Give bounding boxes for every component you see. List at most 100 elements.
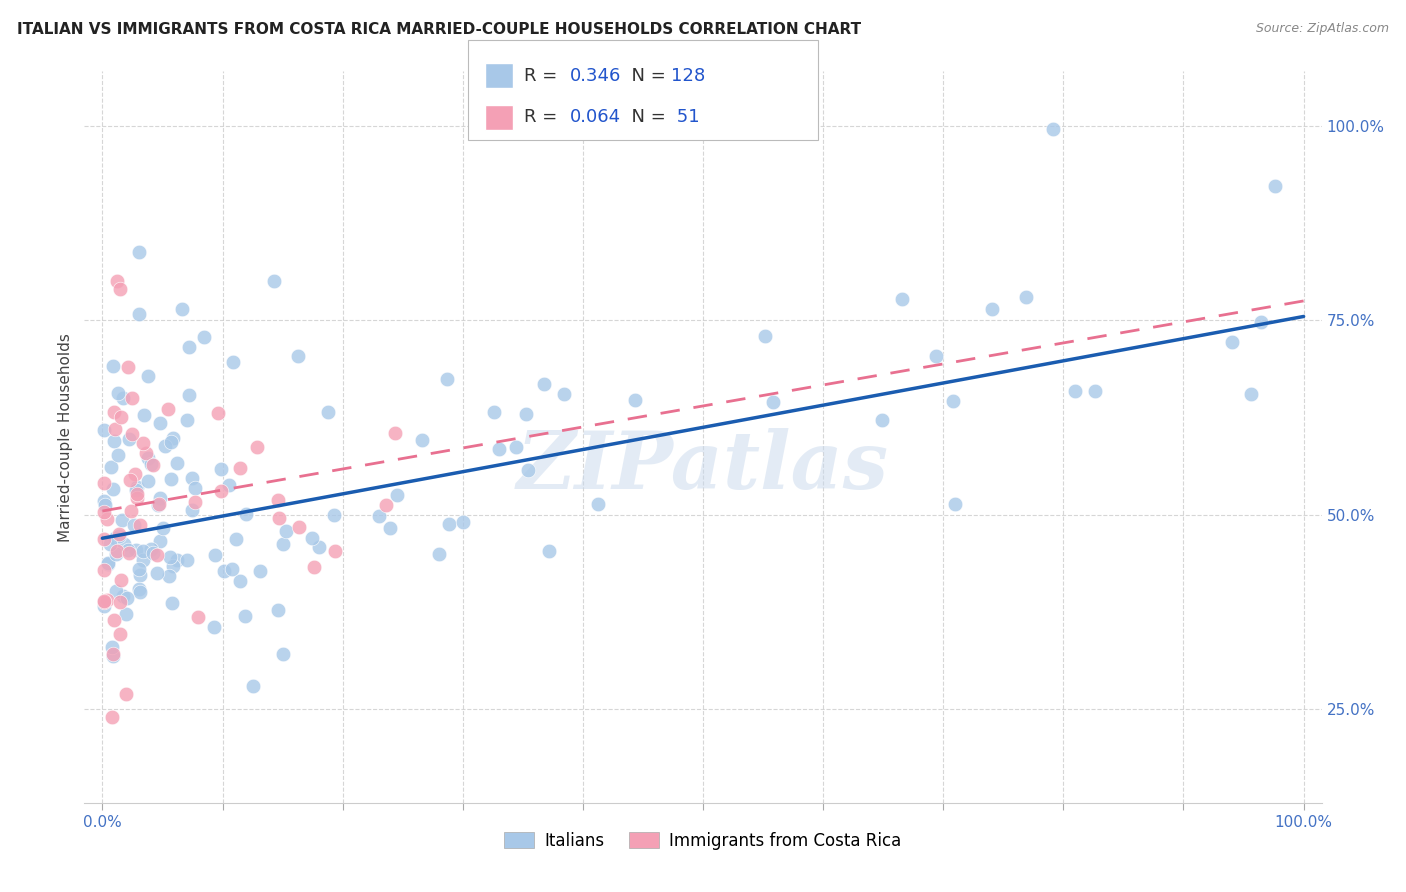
Point [157,569,180,583]
Point [104,532,127,546]
Point [105,275,128,289]
Point [1220,335,1243,350]
Point [149,491,172,505]
Point [101,648,124,663]
Point [271,537,294,551]
Text: 0.346: 0.346 [569,67,621,85]
Text: R =: R = [524,108,564,126]
Point [176,413,198,427]
Text: ZIPatlas: ZIPatlas [517,427,889,505]
Point [93,423,115,437]
Point [111,391,134,405]
Point [183,481,205,495]
Point [129,585,152,599]
Point [225,532,247,546]
Point [155,439,177,453]
Text: N =: N = [620,67,672,85]
Point [209,461,232,475]
Point [110,410,132,425]
Point [160,596,183,610]
Point [105,543,128,558]
Point [141,542,163,557]
Point [193,330,215,344]
Point [181,502,204,516]
Point [516,463,538,477]
Text: Source: ZipAtlas.com: Source: ZipAtlas.com [1256,22,1389,36]
Point [149,416,172,430]
Point [152,521,174,535]
Point [125,543,148,558]
Point [301,532,323,546]
Point [104,422,127,436]
Point [120,473,142,487]
Point [110,573,132,587]
Point [132,436,155,450]
Point [128,244,150,259]
Text: R =: R = [524,67,564,85]
Point [162,431,184,445]
Point [437,516,460,531]
Point [488,442,510,456]
Point [124,483,146,498]
Point [107,529,129,543]
Point [553,387,575,401]
Point [235,508,257,522]
Point [93,563,115,577]
Point [142,458,165,472]
Point [943,497,966,511]
Point [97,557,120,571]
Point [1250,315,1272,329]
Point [221,562,243,576]
Point [429,548,451,562]
Point [148,497,170,511]
Point [127,491,149,506]
Point [308,540,330,554]
Point [179,388,201,402]
Point [111,589,134,603]
Point [97,556,120,570]
Point [515,407,537,421]
Point [103,405,125,419]
Point [1015,290,1038,304]
Point [93,476,115,491]
Point [101,710,124,724]
Point [135,445,157,459]
Point [505,440,527,454]
Point [112,536,135,550]
Point [179,340,201,354]
Text: 0.064: 0.064 [569,108,620,126]
Point [125,480,148,494]
Point [146,498,169,512]
Point [302,560,325,574]
Y-axis label: Married-couple Households: Married-couple Households [58,333,73,541]
Point [105,584,128,599]
Point [1240,386,1263,401]
Point [128,307,150,321]
Point [145,548,167,562]
Point [159,472,181,486]
Point [209,484,232,499]
Point [108,627,131,641]
Point [115,687,138,701]
Point [1264,179,1286,194]
Point [316,404,339,418]
Point [93,594,115,608]
Point [114,607,136,622]
Point [453,516,475,530]
Point [754,329,776,343]
Point [207,406,229,420]
Point [101,640,124,655]
Point [103,359,125,373]
Point [323,508,346,523]
Point [176,552,198,566]
Point [93,505,115,519]
Point [117,543,139,558]
Point [142,546,165,560]
Point [271,648,294,662]
Point [378,521,401,535]
Point [136,450,159,465]
Point [368,508,391,523]
Point [228,461,250,475]
Point [181,471,204,485]
Point [1063,384,1085,399]
